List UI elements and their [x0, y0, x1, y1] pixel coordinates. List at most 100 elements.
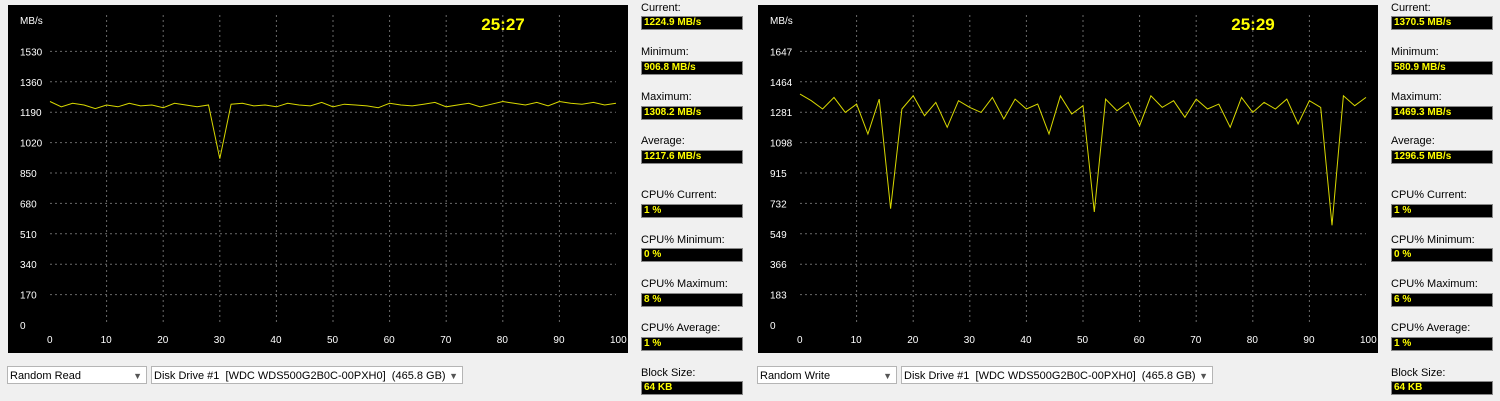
y-tick-label: 183	[770, 291, 787, 302]
read-benchmark-panel: MB/s 1530 1360 1190 1020 850 680 510 340 170 0 0 10 2…	[7, 2, 743, 395]
current-label: Current:	[1391, 2, 1431, 14]
maximum-value: 1308.2 MB/s	[641, 106, 743, 120]
x-tick-label: 0	[797, 335, 803, 346]
average-value: 1217.6 MB/s	[641, 150, 743, 164]
chevron-down-icon: ▼	[1199, 371, 1208, 381]
x-tick-label: 70	[440, 335, 452, 346]
x-tick-label: 20	[907, 335, 919, 346]
minimum-label: Minimum:	[641, 46, 689, 58]
cpu-minimum-label: CPU% Minimum:	[641, 234, 725, 246]
x-tick-label: 20	[157, 335, 169, 346]
cpu-maximum-value: 6 %	[1391, 293, 1493, 307]
current-value: 1224.9 MB/s	[641, 16, 743, 30]
y-tick-label: 680	[20, 199, 37, 210]
read-throughput-graph: MB/s 1530 1360 1190 1020 850 680 510 340 170 0 0 10 2…	[8, 5, 628, 353]
cpu-average-label: CPU% Average:	[1391, 322, 1471, 334]
test-type-value: Random Read	[10, 370, 81, 382]
maximum-label: Maximum:	[1391, 91, 1442, 103]
x-tick-label: 40	[1020, 335, 1032, 346]
drive-value: Disk Drive #1 [WDC WDS500G2B0C-00PXH0] (…	[904, 370, 1196, 382]
x-tick-label: 100 %	[610, 335, 628, 346]
y-tick-label: 1020	[20, 139, 43, 150]
y-tick-label: 1464	[770, 78, 793, 89]
test-type-value: Random Write	[760, 370, 831, 382]
x-tick-label: 90	[1303, 335, 1315, 346]
x-tick-label: 10	[851, 335, 863, 346]
elapsed-timer: 25:27	[481, 15, 524, 34]
drive-select[interactable]: Disk Drive #1 [WDC WDS500G2B0C-00PXH0] (…	[151, 366, 463, 384]
elapsed-timer: 25:29	[1231, 15, 1274, 34]
unit-label: MB/s	[770, 16, 793, 27]
x-tick-label: 80	[497, 335, 509, 346]
cpu-current-label: CPU% Current:	[1391, 189, 1467, 201]
write-throughput-graph: MB/s 1647 1464 1281 1098 915 732 549 366 183 0 0 10 2…	[758, 5, 1378, 353]
test-type-select[interactable]: Random Read ▼	[7, 366, 147, 384]
y-tick-label: 1190	[20, 108, 42, 119]
y-tick-label: 732	[770, 199, 787, 210]
y-tick-label: 1530	[20, 47, 43, 58]
write-benchmark-panel: MB/s 1647 1464 1281 1098 915 732 549 366 183 0 0 10 2…	[750, 0, 1500, 401]
cpu-average-value: 1 %	[641, 337, 743, 351]
y-tick-label: 1647	[770, 47, 793, 58]
chevron-down-icon: ▼	[883, 371, 892, 381]
cpu-minimum-value: 0 %	[641, 248, 743, 262]
unit-label: MB/s	[20, 16, 43, 27]
drive-select[interactable]: Disk Drive #1 [WDC WDS500G2B0C-00PXH0] (…	[901, 366, 1213, 384]
cpu-average-label: CPU% Average:	[641, 322, 721, 334]
x-tick-label: 30	[964, 335, 976, 346]
cpu-minimum-value: 0 %	[1391, 248, 1493, 262]
average-label: Average:	[641, 135, 685, 147]
cpu-current-value: 1 %	[1391, 204, 1493, 218]
average-value: 1296.5 MB/s	[1391, 150, 1493, 164]
test-type-select[interactable]: Random Write ▼	[757, 366, 897, 384]
maximum-value: 1469.3 MB/s	[1391, 106, 1493, 120]
chevron-down-icon: ▼	[449, 371, 458, 381]
y-tick-label: 0	[770, 321, 776, 332]
y-tick-label: 850	[20, 169, 37, 180]
minimum-value: 906.8 MB/s	[641, 61, 743, 75]
block-size-value: 64 KB	[1391, 381, 1493, 395]
y-tick-label: 340	[20, 260, 37, 271]
block-size-label: Block Size:	[1391, 367, 1446, 379]
cpu-average-value: 1 %	[1391, 337, 1493, 351]
y-tick-label: 366	[770, 260, 787, 271]
cpu-maximum-label: CPU% Maximum:	[1391, 278, 1478, 290]
x-tick-label: 50	[327, 335, 339, 346]
x-tick-label: 0	[47, 335, 53, 346]
x-tick-label: 90	[553, 335, 565, 346]
block-size-label: Block Size:	[641, 367, 696, 379]
current-label: Current:	[641, 2, 681, 14]
y-tick-label: 510	[20, 230, 37, 241]
block-size-value: 64 KB	[641, 381, 743, 395]
write-graph-canvas: MB/s 1647 1464 1281 1098 915 732 549 366 183 0 0 10 2…	[770, 15, 1378, 346]
x-tick-label: 100 %	[1360, 335, 1378, 346]
y-tick-label: 549	[770, 230, 787, 241]
average-label: Average:	[1391, 135, 1435, 147]
x-tick-label: 10	[101, 335, 113, 346]
x-tick-label: 80	[1247, 335, 1259, 346]
y-tick-label: 1281	[770, 108, 793, 119]
x-tick-label: 60	[1134, 335, 1146, 346]
minimum-label: Minimum:	[1391, 46, 1439, 58]
y-tick-label: 1360	[20, 78, 43, 89]
cpu-maximum-value: 8 %	[641, 293, 743, 307]
maximum-label: Maximum:	[641, 91, 692, 103]
chevron-down-icon: ▼	[133, 371, 142, 381]
throughput-trace	[799, 93, 1367, 226]
x-tick-label: 70	[1190, 335, 1202, 346]
x-tick-label: 40	[270, 335, 282, 346]
x-tick-label: 30	[214, 335, 226, 346]
throughput-trace	[49, 100, 617, 159]
y-tick-label: 0	[20, 321, 26, 332]
current-value: 1370.5 MB/s	[1391, 16, 1493, 30]
cpu-current-value: 1 %	[641, 204, 743, 218]
x-tick-label: 60	[384, 335, 396, 346]
cpu-maximum-label: CPU% Maximum:	[641, 278, 728, 290]
y-tick-label: 170	[20, 291, 37, 302]
y-tick-label: 1098	[770, 139, 793, 150]
cpu-minimum-label: CPU% Minimum:	[1391, 234, 1475, 246]
x-tick-label: 50	[1077, 335, 1089, 346]
y-tick-label: 915	[770, 169, 787, 180]
cpu-current-label: CPU% Current:	[641, 189, 717, 201]
